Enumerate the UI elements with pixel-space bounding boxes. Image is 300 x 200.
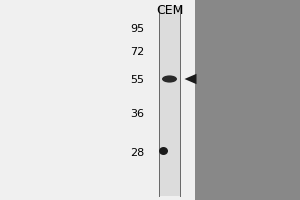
- Bar: [195, 0, 300, 200]
- Text: 95: 95: [130, 24, 144, 34]
- Bar: [0, 0, 195, 200]
- Bar: [159, 6, 180, 196]
- Ellipse shape: [159, 147, 168, 155]
- Text: 72: 72: [130, 47, 144, 57]
- Text: 28: 28: [130, 148, 144, 158]
- Text: CEM: CEM: [156, 4, 183, 18]
- Text: 36: 36: [130, 109, 144, 119]
- Ellipse shape: [162, 75, 177, 83]
- Polygon shape: [184, 74, 196, 84]
- Text: 55: 55: [130, 75, 144, 85]
